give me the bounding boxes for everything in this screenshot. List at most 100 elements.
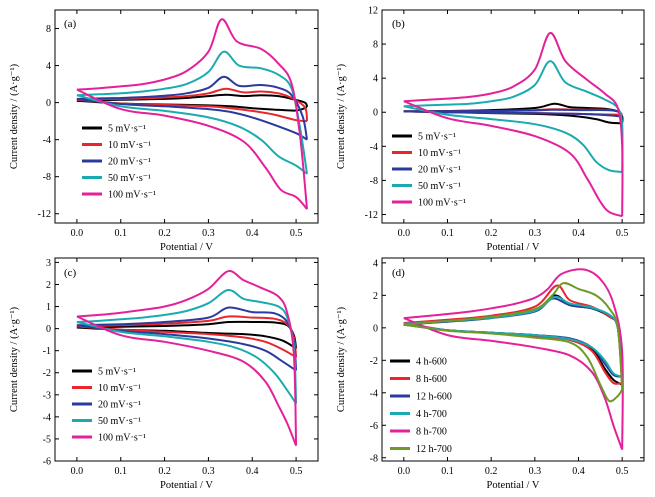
panel-c-x-tick-label: 0.0 (71, 466, 84, 477)
panel-b-letter: (b) (392, 18, 405, 30)
panel-d-legend-label: 4 h-700 (416, 409, 447, 420)
panel-c-x-tick-label: 0.1 (115, 466, 128, 477)
panel-b-plot-frame (381, 9, 645, 224)
panel-b-y-axis-label: Current density / (A·g⁻¹) (336, 63, 347, 169)
panel-d-legend-label: 12 h-700 (416, 444, 452, 455)
panel-b-y-tick-label: 12 (368, 6, 378, 17)
panel-d-x-tick-label: 0.0 (398, 466, 411, 477)
panel-a-y-axis-label: Current density / (A·g⁻¹) (9, 63, 20, 169)
panel-d-x-tick-label: 0.4 (572, 466, 585, 477)
panel-c-letter: (c) (64, 267, 77, 279)
panel-d-letter: (d) (392, 267, 405, 279)
panel-c-x-tick-label: 0.2 (158, 466, 171, 477)
panel-b-series-line-cathodic-3 (403, 105, 623, 173)
panel-c-legend-label: 5 mV·s⁻¹ (98, 367, 136, 378)
panel-b-y-tick-label: 4 (373, 74, 378, 85)
panel-c-legend-label: 50 mV·s⁻¹ (98, 416, 141, 427)
panel-a-series-line-cathodic-3 (76, 94, 308, 175)
panel-d-legend-label: 12 h-600 (416, 392, 452, 403)
panel-d-plot-frame (381, 257, 645, 462)
panel-b-legend-label: 50 mV·s⁻¹ (418, 181, 461, 192)
panel-c-series-line-cathodic-2 (76, 324, 297, 372)
panel-a-x-axis-label: Potential / V (160, 242, 213, 253)
panel-b-series-line-cathodic-2 (403, 110, 623, 118)
panel-b-y-tick-label: 0 (373, 108, 378, 119)
panel-c-plot-frame (54, 257, 319, 462)
panel-b-x-tick-label: 0.2 (485, 228, 498, 239)
panel-b-legend-label: 20 mV·s⁻¹ (418, 165, 461, 176)
panel-d-x-axis-label: Potential / V (487, 480, 540, 491)
panel-c-x-tick-label: 0.5 (290, 466, 303, 477)
panel-b-y-tick-label: -8 (370, 176, 378, 187)
panel-a-series-line-anodic-3 (76, 50, 308, 175)
panel-c-y-tick-label: 2 (46, 280, 51, 291)
panel-d-legend-label: 8 h-700 (416, 427, 447, 438)
panel-d-y-tick-label: 4 (373, 258, 378, 269)
panel-b-y-tick-label: -4 (370, 142, 378, 153)
panel-c-series-line-anodic-4 (76, 270, 298, 446)
panel-b-x-tick-label: 0.4 (572, 228, 585, 239)
panel-b-y-tick-label: 8 (373, 40, 378, 51)
panel-d-y-tick-label: -4 (370, 388, 378, 399)
panel-c-series-line-cathodic-3 (76, 321, 297, 405)
panel-c-series-line-cathodic-4 (76, 315, 298, 446)
panel-c-x-tick-label: 0.4 (246, 466, 259, 477)
panel-a-plot-frame (54, 9, 319, 224)
panel-a-series-line-anodic-4 (76, 18, 308, 210)
panel-a-series-line-anodic-2 (76, 75, 308, 140)
panel-d-series-line-anodic-4 (403, 268, 624, 450)
panel-a-x-tick-label: 0.1 (115, 228, 128, 239)
panel-c-y-tick-label: 3 (46, 258, 51, 269)
panel-c-y-tick-label: 0 (46, 324, 51, 335)
panel-c-y-axis-label: Current density / (A·g⁻¹) (9, 306, 20, 412)
panel-a-legend-label: 20 mV·s⁻¹ (108, 157, 151, 168)
panel-d-x-tick-label: 0.3 (529, 466, 542, 477)
panel-b-series-line-cathodic-4 (403, 100, 623, 218)
panel-a-legend-label: 50 mV·s⁻¹ (108, 173, 151, 184)
panel-c-y-tick-label: -3 (43, 390, 51, 401)
panel-c-y-tick-label: -4 (43, 412, 51, 423)
panel-b-series-line-anodic-4 (403, 32, 624, 217)
panel-b-legend-label: 100 mV·s⁻¹ (418, 198, 466, 209)
panel-a-x-tick-label: 0.5 (290, 228, 303, 239)
panel-a-y-tick-label: 4 (46, 61, 51, 72)
panel-b-legend-label: 5 mV·s⁻¹ (418, 132, 456, 143)
panel-a-x-tick-label: 0.4 (246, 228, 259, 239)
panel-a-y-tick-label: -4 (43, 135, 51, 146)
panel-c-y-tick-label: -6 (43, 457, 51, 468)
panel-a-y-tick-label: 0 (46, 98, 51, 109)
panel-d-series-line-cathodic-4 (403, 317, 624, 450)
panel-c-y-tick-label: -1 (43, 346, 51, 357)
panel-d-y-tick-label: -8 (370, 453, 378, 464)
panel-a-series-line-cathodic-4 (76, 88, 308, 210)
panel-d-y-tick-label: -2 (370, 356, 378, 367)
panel-d-x-tick-label: 0.2 (485, 466, 498, 477)
panel-a-series-line-cathodic-2 (76, 97, 308, 141)
panel-b-x-axis-label: Potential / V (487, 242, 540, 253)
panel-c-x-axis-label: Potential / V (160, 480, 213, 491)
panel-c-series-line-anodic-3 (76, 288, 298, 404)
panel-d-series-line-cathodic-5 (403, 323, 624, 403)
panel-b-y-tick-label: -12 (365, 210, 378, 221)
panel-b-legend-label: 10 mV·s⁻¹ (418, 148, 461, 159)
panel-a-letter: (a) (64, 18, 77, 30)
panel-d-y-tick-label: -6 (370, 421, 378, 432)
panel-d-legend-label: 8 h-600 (416, 374, 447, 385)
panel-a-y-tick-label: -8 (43, 172, 51, 183)
panel-c-legend-label: 100 mV·s⁻¹ (98, 433, 146, 444)
panel-c-y-tick-label: -2 (43, 368, 51, 379)
panel-a-x-tick-label: 0.2 (158, 228, 171, 239)
panel-a-legend-label: 100 mV·s⁻¹ (108, 190, 156, 201)
panel-c-series-line-cathodic-1 (76, 325, 297, 359)
panel-b-x-tick-label: 0.1 (441, 228, 454, 239)
panel-d-x-tick-label: 0.5 (616, 466, 629, 477)
panel-b-x-tick-label: 0.3 (529, 228, 542, 239)
panel-a-y-tick-label: 8 (46, 24, 51, 35)
panel-c-legend-label: 10 mV·s⁻¹ (98, 383, 141, 394)
panel-a-x-tick-label: 0.3 (202, 228, 215, 239)
panel-b-x-tick-label: 0.0 (398, 228, 411, 239)
panel-d-legend-label: 4 h-600 (416, 357, 447, 368)
panel-a-legend-label: 10 mV·s⁻¹ (108, 140, 151, 151)
